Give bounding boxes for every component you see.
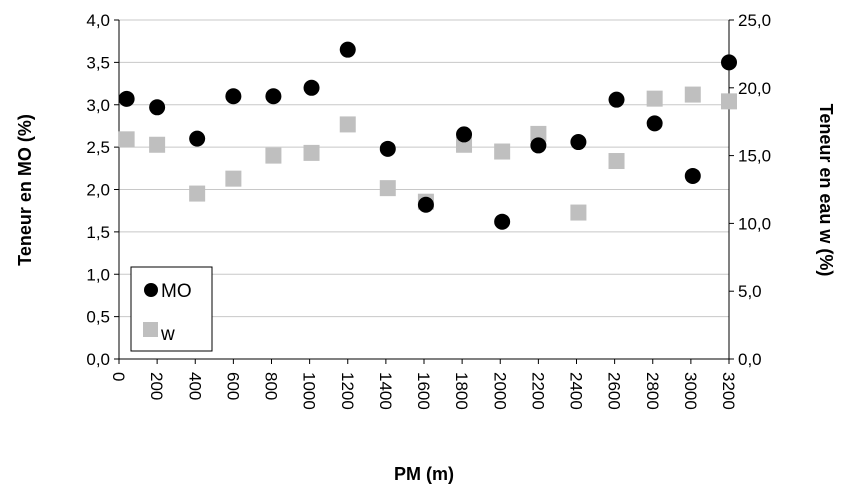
y2-tick-label: 0,0 [738, 350, 762, 369]
mo-point [570, 134, 587, 151]
y2-tick-label: 25,0 [738, 11, 771, 30]
data-points [118, 41, 737, 230]
y-axis-ticks: 0,0 0,5 1,0 1,5 2,0 2,5 3,0 3,5 4,0 [86, 11, 119, 369]
y-tick-label: 2,0 [86, 181, 110, 200]
x-tick-label: 3200 [719, 372, 738, 410]
mo-point [530, 137, 547, 154]
mo-point [417, 196, 434, 213]
w-point [570, 204, 587, 221]
x-tick-label: 600 [223, 372, 242, 400]
mo-point [339, 41, 356, 58]
x-axis-title: PM (m) [394, 464, 454, 484]
x-tick-label: 0 [109, 372, 128, 381]
y-axis-title: Teneur en MO (%) [15, 114, 35, 266]
x-axis-ticks: 0 200 400 600 800 1000 1200 1400 1600 1800 2000 220… [109, 359, 738, 410]
w-point [149, 136, 166, 153]
x-tick-label: 1600 [414, 372, 433, 410]
w-point [189, 185, 206, 202]
mo-point [303, 79, 320, 96]
x-tick-label: 2600 [605, 372, 624, 410]
y2-tick-label: 5,0 [738, 282, 762, 301]
y-tick-label: 1,5 [86, 223, 110, 242]
y2-axis-title: Teneur en eau w (%) [816, 104, 836, 277]
mo-point [646, 115, 663, 132]
x-tick-label: 1800 [452, 372, 471, 410]
x-tick-label: 800 [262, 372, 281, 400]
x-tick-label: 200 [147, 372, 166, 400]
y2-tick-label: 10,0 [738, 214, 771, 233]
y2-tick-label: 15,0 [738, 147, 771, 166]
w-point [118, 131, 135, 148]
legend-mo-marker [144, 283, 158, 297]
mo-point [721, 54, 737, 71]
y2-axis-ticks: 0,0 5,0 10,0 15,0 20,0 25,0 [729, 11, 771, 369]
gridlines [119, 19, 729, 318]
mo-point [494, 213, 511, 230]
y-tick-label: 2,5 [86, 138, 110, 157]
mo-point [684, 167, 701, 184]
x-tick-label: 400 [185, 372, 204, 400]
w-point [646, 90, 663, 107]
x-tick-label: 2400 [567, 372, 586, 410]
y-tick-label: 0,0 [86, 350, 110, 369]
w-point [494, 143, 511, 160]
y-tick-label: 0,5 [86, 308, 110, 327]
w-point [303, 144, 320, 161]
mo-point [118, 90, 135, 107]
mo-point [149, 99, 166, 116]
legend-w-marker [143, 322, 158, 337]
w-point [721, 93, 737, 110]
x-tick-label: 2800 [643, 372, 662, 410]
mo-point [456, 126, 473, 143]
x-tick-label: 1400 [376, 372, 395, 410]
mo-point [608, 91, 625, 108]
w-point [265, 147, 282, 164]
w-point [379, 180, 396, 197]
x-tick-label: 1000 [300, 372, 319, 410]
w-point [530, 125, 547, 142]
y-tick-label: 1,0 [86, 265, 110, 284]
x-tick-label: 1200 [338, 372, 357, 410]
y-tick-label: 3,5 [86, 53, 110, 72]
mo-point [189, 130, 206, 147]
legend-mo-label: MO [161, 281, 192, 302]
x-tick-label: 3000 [681, 372, 700, 410]
mo-point [225, 88, 242, 105]
w-point [608, 153, 625, 170]
y-tick-label: 4,0 [86, 11, 110, 30]
w-point [225, 170, 242, 187]
x-tick-label: 2000 [490, 372, 509, 410]
legend-w-label: w [160, 324, 175, 345]
mo-point [379, 140, 396, 157]
y-tick-label: 3,0 [86, 96, 110, 115]
w-point [339, 116, 356, 133]
mo-point [265, 88, 282, 105]
legend: MO w [130, 266, 213, 352]
w-point [684, 86, 701, 103]
y2-tick-label: 20,0 [738, 79, 771, 98]
x-tick-label: 2200 [528, 372, 547, 410]
